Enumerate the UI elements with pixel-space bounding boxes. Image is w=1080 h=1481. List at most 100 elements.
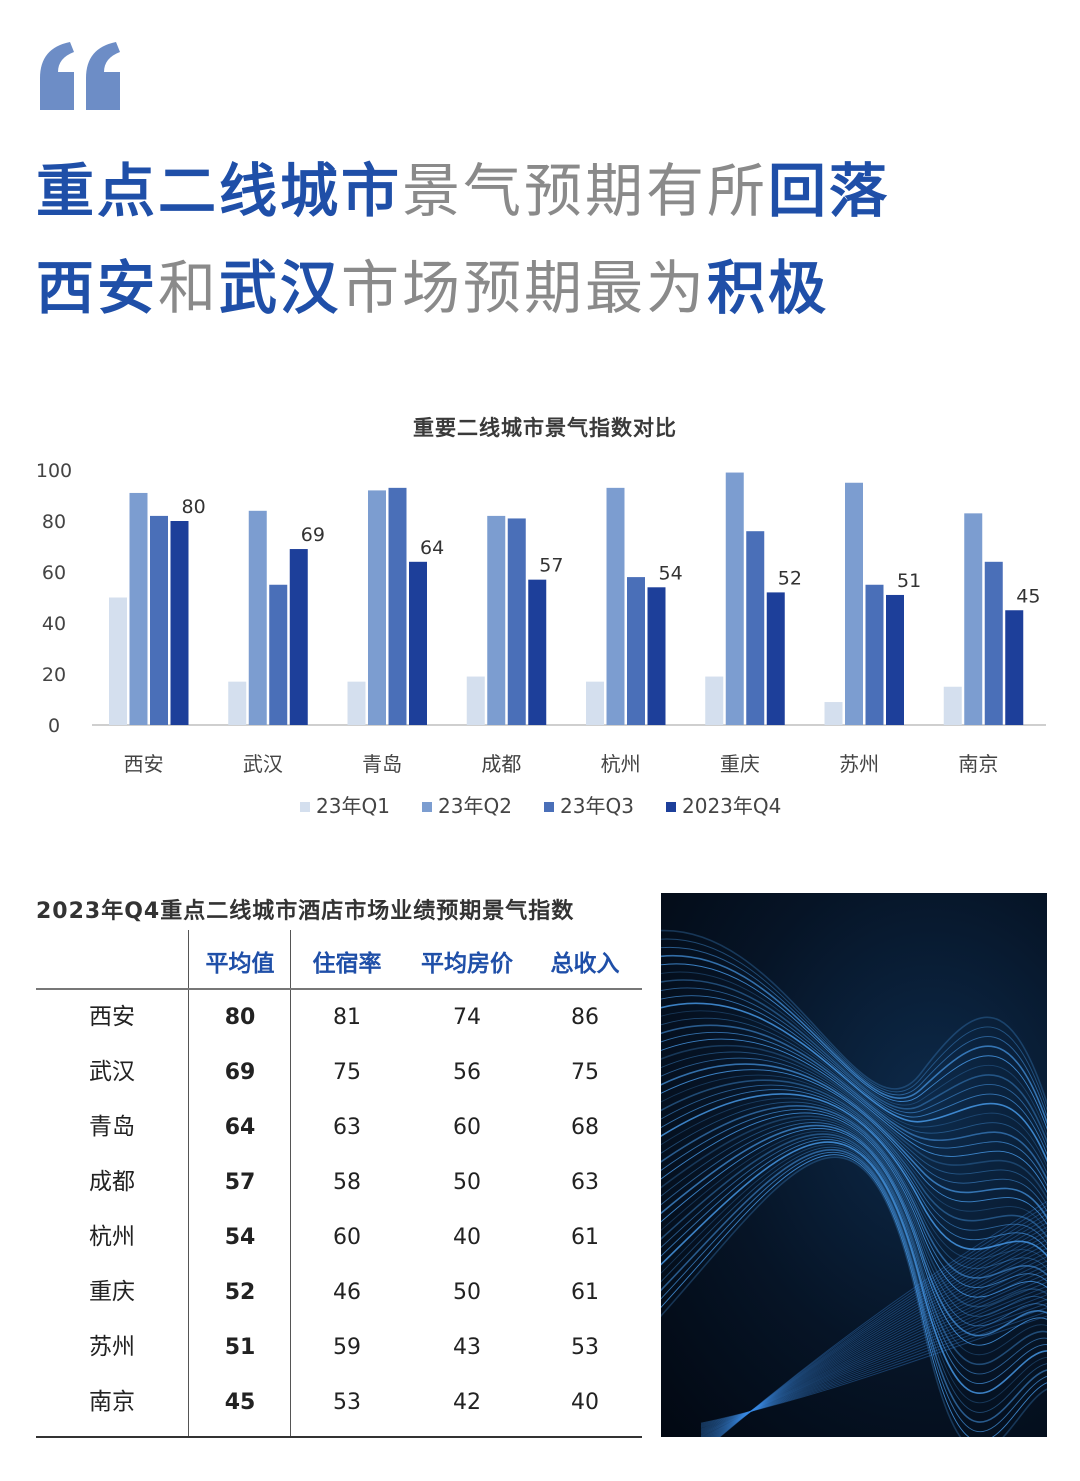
light-streak [661,947,1047,1118]
bar-23年Q2 [129,492,148,725]
light-streak [661,1038,1047,1194]
legend-swatch [300,802,310,812]
cell-adr: 60 [453,1115,481,1140]
light-streak [661,1063,1047,1220]
light-streak [700,1315,1047,1424]
x-tick-label: 青岛 [362,752,402,776]
bar-23年Q2 [964,513,983,725]
light-streak [661,1124,1047,1337]
light-streak [661,1105,1047,1279]
cell-rev: 68 [571,1115,599,1140]
table-bottom-rule [36,1436,642,1438]
bar-23年Q2 [606,487,625,725]
data-label: 45 [1016,585,1040,607]
cell-adr: 50 [453,1280,481,1305]
bar-23年Q2 [248,510,267,725]
light-streak [661,979,1047,1144]
light-streak [701,1260,1047,1437]
cell-occ: 60 [333,1225,361,1250]
table-divider [290,930,291,1438]
chart-title: 重要二线城市景气指数对比 [413,416,677,440]
cell-avg: 45 [224,1390,256,1415]
bar-23年Q1 [228,681,247,725]
cell-city: 重庆 [89,1279,135,1305]
light-streak [712,1230,1047,1437]
light-streak [661,963,1047,1130]
light-streak [661,1154,1047,1437]
data-label: 51 [897,570,921,592]
data-label: 80 [182,496,206,518]
light-streak [661,1089,1047,1251]
light-streak [661,1002,1047,1163]
y-tick-label: 20 [42,664,66,686]
light-streak [661,987,1047,1149]
cell-city: 西安 [89,1004,135,1030]
light-streak [700,1307,1047,1426]
light-streak [717,1209,1047,1437]
bar-23年Q3 [507,518,526,725]
headline-segment: 武汉 [219,254,342,322]
data-label: 54 [659,562,683,584]
cell-rev: 86 [571,1005,599,1030]
cell-city: 南京 [89,1389,135,1415]
table-divider [188,930,189,1438]
bar-23年Q2 [368,490,386,725]
light-streak [661,971,1047,1137]
bar-23年Q2 [487,515,506,725]
light-streak [700,1311,1047,1425]
flowing-lines-graphic [661,929,1047,1437]
light-streak [661,1156,1047,1437]
light-streak [661,1084,1047,1244]
headline-segment: 积极 [707,254,830,322]
table-row: 西安 80 81 74 86 [36,990,642,1045]
light-streak [661,1079,1047,1239]
header-average: 平均值 [205,951,275,977]
light-streak [661,1139,1047,1384]
x-tick-label: 重庆 [720,752,760,776]
cell-occ: 46 [333,1280,361,1305]
light-streak [700,1268,1047,1436]
headline-segment: 和 [158,254,220,322]
y-tick-label: 80 [42,511,66,533]
bar-23年Q3 [150,515,168,725]
bar-2023年Q4 [647,587,666,725]
table-row: 成都 57 58 50 63 [36,1155,642,1210]
light-streak [661,1133,1047,1366]
bar-23年Q3 [388,487,407,725]
table-row: 南京 45 53 42 40 [36,1375,642,1430]
cell-avg: 57 [224,1170,256,1195]
light-streak [713,1226,1047,1437]
cell-avg: 51 [224,1335,256,1360]
light-streak [661,1017,1047,1175]
cell-rev: 63 [571,1170,599,1195]
headline-segment: 回落 [768,157,891,225]
table-row: 青岛 64 63 60 68 [36,1100,642,1155]
light-streak [715,1217,1047,1437]
y-tick-label: 100 [36,460,72,482]
cell-city: 青岛 [89,1114,135,1140]
light-streak [700,1290,1047,1431]
bar-23年Q2 [725,472,744,725]
cell-occ: 75 [333,1060,361,1085]
bar-2023年Q4 [170,521,189,725]
legend-swatch [544,802,554,812]
legend-swatch [422,802,432,812]
data-label: 57 [539,555,563,577]
light-streak [661,995,1047,1156]
cell-occ: 53 [333,1390,361,1415]
table-row: 苏州 51 59 43 53 [36,1320,642,1375]
bar-23年Q1 [109,597,127,725]
cell-occ: 59 [333,1335,361,1360]
cell-adr: 74 [453,1005,481,1030]
light-streak [710,1234,1047,1437]
table-row: 杭州 54 60 40 61 [36,1210,642,1265]
light-streak [661,1146,1047,1413]
light-streak [706,1247,1047,1437]
headline-line-1: 重点二线城市景气预期有所回落 [36,156,1046,226]
headline-segment: 西安 [36,254,159,322]
x-tick-label: 武汉 [243,752,283,776]
light-streak [716,1213,1047,1437]
light-streak [661,1010,1047,1168]
abstract-light-lines-image [661,893,1047,1437]
cell-occ: 81 [333,1005,361,1030]
